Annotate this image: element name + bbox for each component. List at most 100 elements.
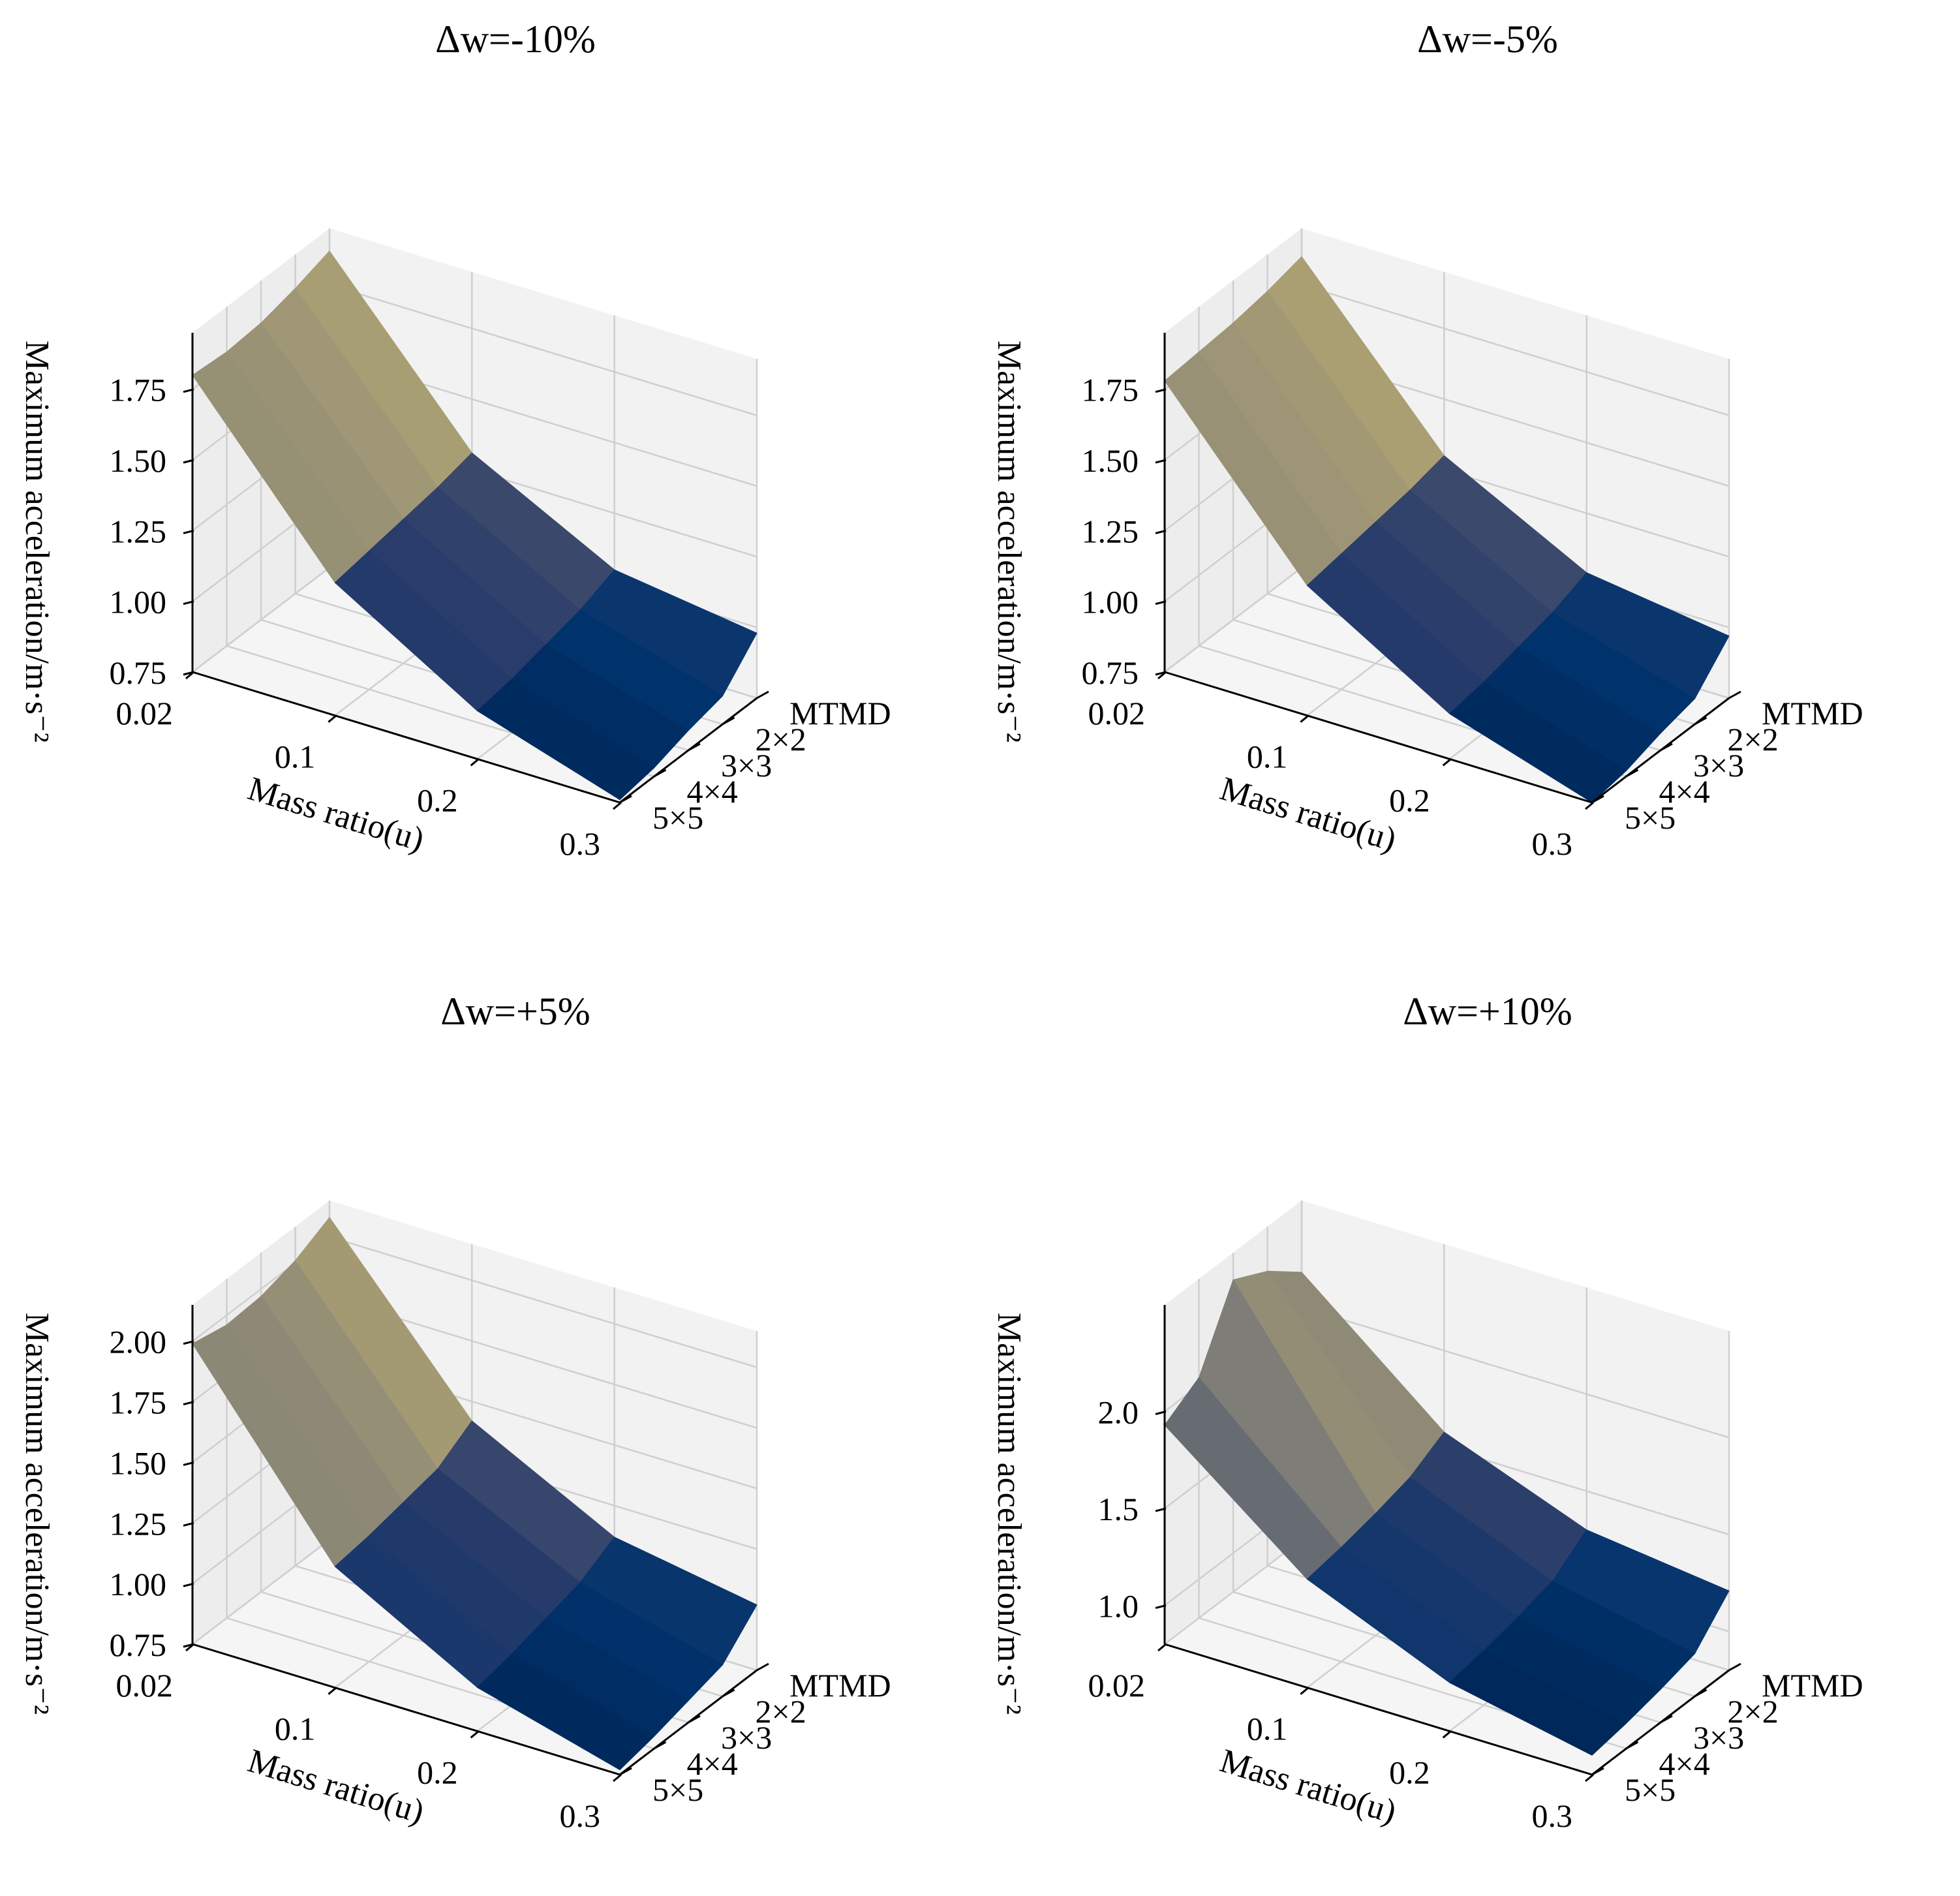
y-tick-mark: [756, 690, 769, 699]
chart-title: Δw=-10%: [435, 18, 596, 61]
x-tick-label: 0.1: [275, 1711, 316, 1747]
y-tick-label: 5×5: [652, 799, 703, 836]
y-tick-label: 5×5: [652, 1771, 703, 1808]
y-tick-mark: [653, 769, 667, 778]
y-tick-label: MTMD: [789, 1667, 891, 1704]
x-axis-line: [192, 671, 620, 804]
x-tick-mark: [328, 714, 337, 723]
y-tick-label: 2×2: [1728, 721, 1779, 757]
x-tick-label: 0.2: [417, 1754, 458, 1790]
y-tick-mark: [1625, 769, 1639, 778]
x-tick-mark: [1157, 1643, 1167, 1652]
y-tick-label: MTMD: [789, 695, 891, 731]
z-tick-label: 0.75: [110, 1627, 167, 1663]
z-tick-mark: [1155, 459, 1167, 464]
y-tick-label: 4×4: [1659, 773, 1710, 810]
chart-title: Δw=+5%: [440, 990, 590, 1033]
y-tick-mark: [688, 1715, 701, 1724]
z-tick-mark: [1155, 529, 1167, 534]
z-tick-label: 1.5: [1098, 1491, 1139, 1527]
z-tick-label: 1.00: [110, 584, 167, 620]
y-tick-mark: [1694, 1689, 1707, 1698]
x-tick-label: 0.1: [275, 739, 316, 775]
chart-panel-3: 0.75 1.00 1.25 1.50 1.75 2.00 0.02 0.1 0.2 0.3 MTM…: [18, 990, 891, 1834]
y-tick-mark: [756, 1662, 769, 1672]
y-tick-label: MTMD: [1762, 695, 1863, 731]
z-tick-label: 1.50: [1082, 442, 1139, 479]
z-axis-label: Maximum acceleration/m·s⁻²: [990, 341, 1028, 742]
x-tick-label: 0.3: [1532, 825, 1573, 862]
x-tick-mark: [1157, 671, 1167, 680]
y-tick-label: 4×4: [1659, 1745, 1710, 1782]
y-tick-mark: [722, 716, 735, 726]
x-tick-mark: [185, 671, 194, 680]
z-tick-label: 1.25: [1082, 513, 1139, 549]
z-tick-label: 1.50: [110, 1445, 167, 1481]
x-tick-mark: [1442, 758, 1452, 767]
x-tick-mark: [613, 1773, 622, 1782]
x-tick-label: 0.02: [116, 1667, 174, 1704]
chart-title: Δw=-5%: [1417, 18, 1558, 61]
y-tick-label: 4×4: [687, 1745, 738, 1782]
y-tick-label: 2×2: [756, 1693, 806, 1730]
x-tick-label: 0.02: [1088, 1667, 1146, 1704]
x-tick-label: 0.3: [560, 825, 601, 862]
x-tick-mark: [1585, 801, 1594, 810]
z-axis-label: Maximum acceleration/m·s⁻²: [990, 1313, 1028, 1715]
z-axis-label: Maximum acceleration/m·s⁻²: [18, 341, 55, 742]
z-tick-mark: [183, 1521, 194, 1527]
y-tick-label: 4×4: [687, 773, 738, 810]
y-tick-mark: [619, 1767, 632, 1776]
x-tick-label: 0.2: [417, 782, 458, 818]
x-tick-label: 0.1: [1247, 1711, 1288, 1747]
x-tick-mark: [185, 1643, 194, 1652]
x-tick-label: 0.02: [116, 695, 174, 731]
y-tick-mark: [1694, 716, 1707, 726]
x-tick-label: 0.1: [1247, 739, 1288, 775]
z-tick-mark: [1155, 1507, 1167, 1512]
y-tick-label: 2×2: [1728, 1693, 1779, 1730]
z-tick-label: 1.75: [1082, 372, 1139, 408]
y-tick-mark: [688, 742, 701, 752]
x-axis-label: Mass ratio(u): [1216, 1742, 1400, 1831]
surface-face-2-3: [1448, 1650, 1627, 1756]
x-axis-line: [192, 1643, 620, 1776]
y-tick-mark: [1591, 795, 1604, 804]
z-tick-mark: [183, 600, 194, 605]
y-tick-mark: [653, 1741, 667, 1750]
x-tick-mark: [1442, 1730, 1452, 1739]
x-axis-label: Mass ratio(u): [1216, 770, 1400, 859]
y-tick-label: 3×3: [721, 1719, 772, 1756]
z-tick-label: 2.0: [1098, 1394, 1139, 1430]
y-tick-label: 2×2: [756, 721, 806, 757]
z-tick-mark: [183, 459, 194, 464]
x-axis-label: Mass ratio(u): [243, 1742, 428, 1831]
z-tick-mark: [1155, 388, 1167, 393]
z-tick-label: 0.75: [1082, 654, 1139, 691]
z-tick-label: 1.25: [110, 513, 167, 549]
z-tick-label: 1.50: [110, 442, 167, 479]
y-tick-label: 5×5: [1625, 1771, 1676, 1808]
z-axis-label: Maximum acceleration/m·s⁻²: [18, 1313, 55, 1715]
x-tick-mark: [1300, 714, 1309, 723]
z-tick-label: 1.00: [110, 1566, 167, 1602]
y-tick-mark: [1728, 690, 1741, 699]
x-tick-mark: [470, 758, 480, 767]
y-tick-mark: [1625, 1741, 1639, 1750]
z-tick-label: 1.0: [1098, 1588, 1139, 1625]
x-axis-line: [1164, 671, 1593, 804]
x-tick-mark: [613, 801, 622, 810]
z-tick-mark: [1155, 1604, 1167, 1610]
y-tick-mark: [1660, 1715, 1673, 1724]
z-tick-mark: [183, 1582, 194, 1587]
z-tick-label: 0.75: [110, 654, 167, 691]
y-tick-mark: [1660, 742, 1673, 752]
x-tick-mark: [328, 1687, 337, 1695]
y-tick-label: 5×5: [1625, 799, 1676, 836]
x-tick-label: 0.3: [1532, 1797, 1573, 1834]
z-tick-mark: [183, 388, 194, 393]
z-tick-mark: [1155, 1410, 1167, 1415]
z-tick-mark: [183, 1340, 194, 1345]
